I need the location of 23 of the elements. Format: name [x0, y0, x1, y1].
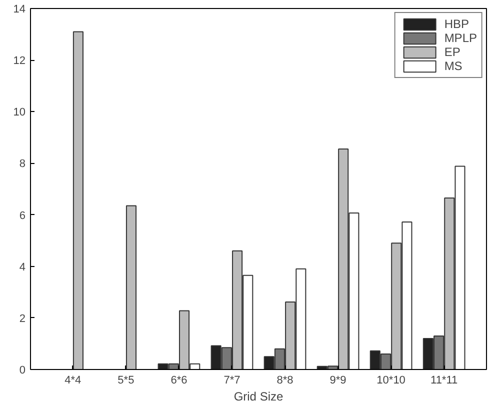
- y-tick-label: 12: [13, 55, 26, 68]
- y-tick-label: 4: [19, 261, 26, 274]
- legend-label: EP: [444, 45, 462, 59]
- y-tick-label: 14: [13, 4, 26, 16]
- x-tick-label: 5*5: [118, 374, 134, 386]
- x-tick-label: 9*9: [330, 374, 346, 386]
- x-tick-label: 4*4: [64, 374, 82, 386]
- x-axis-title: Grid Size: [234, 390, 284, 404]
- legend-label: MPLP: [444, 31, 477, 45]
- bar: [72, 31, 84, 370]
- x-tick-label: 8*8: [276, 374, 294, 386]
- x-tick-label: 7*7: [224, 374, 240, 386]
- x-tick-label: 10*10: [376, 374, 406, 386]
- legend-label: MS: [444, 59, 464, 73]
- legend-label: HBP: [444, 17, 469, 31]
- y-tick-label: 6: [19, 210, 26, 222]
- y-tick-label: 10: [13, 106, 26, 119]
- y-tick-label: 0: [19, 364, 26, 376]
- bar: [126, 205, 137, 370]
- y-tick-label: 8: [19, 158, 26, 170]
- x-tick-label: 6*6: [170, 374, 188, 386]
- x-tick-label: 11*11: [430, 374, 458, 386]
- y-tick-label: 2: [19, 312, 26, 325]
